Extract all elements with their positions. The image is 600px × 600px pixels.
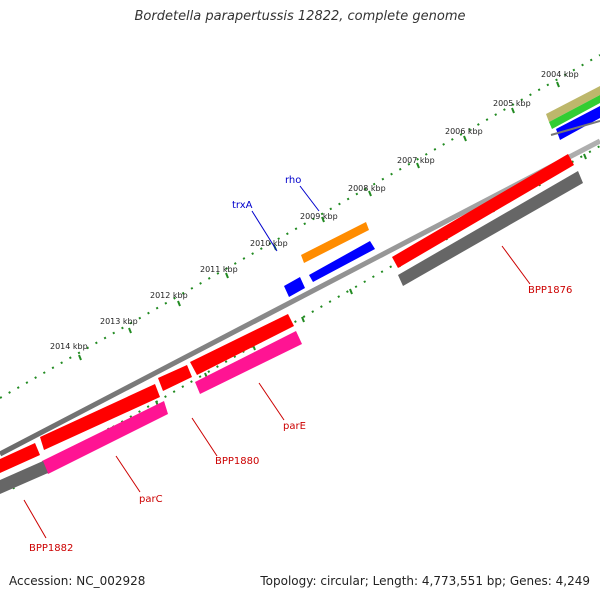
gene-label-parC: parC <box>139 494 163 505</box>
red-feature-bpp1880 <box>158 365 192 391</box>
major-tick <box>416 162 420 169</box>
right-gray-strip <box>550 120 600 136</box>
major-tick <box>349 288 353 295</box>
red-feature-parC <box>40 384 160 450</box>
tick-label-2008: 2008 kbp <box>348 184 386 193</box>
rho-leader <box>299 185 320 212</box>
gray-feature-bpp1876 <box>398 171 583 286</box>
bpp1876-leader <box>501 245 531 285</box>
major-tick <box>128 327 132 334</box>
accession-text: Accession: NC_002928 <box>9 574 146 588</box>
parE-leader <box>258 382 285 421</box>
olive-feature <box>546 86 600 122</box>
major-tick <box>177 300 181 307</box>
bpp1882-leader <box>23 499 47 539</box>
major-tick <box>321 216 325 223</box>
major-tick <box>556 81 560 88</box>
red-feature-bpp1882 <box>0 443 40 473</box>
upper-features <box>284 154 583 297</box>
genome-summary-text: Topology: circular; Length: 4,773,551 bp… <box>260 574 590 588</box>
gene-label-bpp1876: BPP1876 <box>528 285 572 296</box>
gene-label-bpp1880: BPP1880 <box>215 456 259 467</box>
tick-label-2013: 2013 kbp <box>100 317 138 326</box>
page-title: Bordetella parapertussis 12822, complete… <box>134 9 466 24</box>
blue-feature-right <box>556 106 600 140</box>
backbone-line <box>0 138 600 457</box>
parC-leader <box>115 455 141 493</box>
orange-feature-rho <box>301 222 369 263</box>
gene-label-bpp1882: BPP1882 <box>29 543 73 554</box>
major-tick <box>78 354 82 361</box>
gray-feature-bpp1882 <box>0 461 48 494</box>
tick-label-2012: 2012 kbp <box>150 291 188 300</box>
tick-label-2010: 2010 kbp <box>250 239 288 248</box>
major-tick <box>368 190 372 197</box>
red-feature-parE <box>190 314 294 375</box>
bpp1880-leader <box>191 417 218 457</box>
gene-label-parE: parE <box>283 421 306 432</box>
blue-feature-rho <box>309 241 375 282</box>
major-tick <box>225 272 229 279</box>
label-leaders <box>23 185 531 539</box>
major-tick <box>511 107 515 114</box>
tick-label-2006: 2006 kbp <box>445 127 483 136</box>
gene-labels: rho trxA BPP1876 parE BPP1880 parC BPP18… <box>29 175 572 554</box>
green-feature <box>549 95 600 129</box>
major-tick <box>583 153 587 160</box>
tick-label-2011: 2011 kbp <box>200 265 238 274</box>
gene-label-trxA: trxA <box>232 200 253 211</box>
major-tick <box>301 316 305 323</box>
kbp-tick-labels: 2004 kbp 2005 kbp 2006 kbp 2007 kbp 2008… <box>50 70 579 351</box>
pink-feature-parE <box>195 331 302 394</box>
major-tick <box>463 135 467 142</box>
blue-feature-trxA <box>284 277 305 297</box>
backbone-track <box>0 138 600 457</box>
trxA-leader <box>251 210 278 252</box>
pink-feature-parC <box>42 401 168 474</box>
tick-label-2014: 2014 kbp <box>50 342 88 351</box>
red-feature-bpp1876 <box>392 154 574 268</box>
tick-label-2005: 2005 kbp <box>493 99 531 108</box>
gene-label-rho: rho <box>285 175 301 186</box>
lower-features <box>0 314 302 494</box>
tick-label-2009: 2009 kbp <box>300 212 338 221</box>
tick-label-2004: 2004 kbp <box>541 70 579 79</box>
tick-label-2007: 2007 kbp <box>397 156 435 165</box>
far-right-features <box>546 86 600 140</box>
